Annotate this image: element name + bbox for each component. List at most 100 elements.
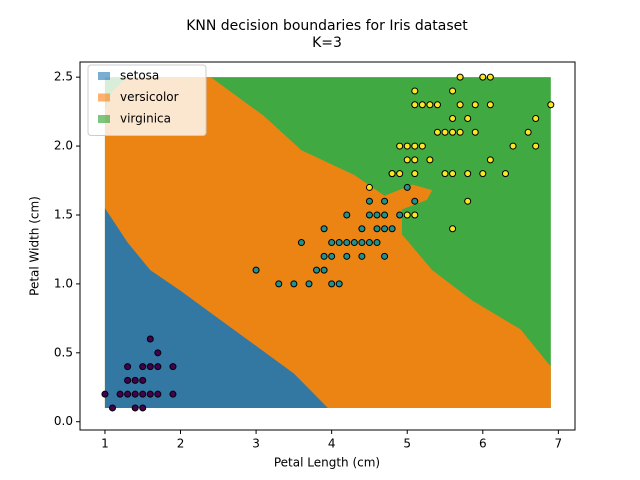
data-point	[456, 128, 464, 136]
data-point	[426, 156, 434, 164]
data-point	[320, 266, 328, 274]
data-point	[320, 252, 328, 260]
data-point	[456, 73, 464, 81]
data-point	[426, 101, 434, 109]
y-tick-label: 2.0	[54, 139, 73, 153]
data-point	[116, 390, 124, 398]
data-point	[297, 239, 305, 247]
data-point	[350, 239, 358, 247]
data-point	[381, 197, 389, 205]
y-tick-label: 1.0	[54, 276, 73, 290]
data-point	[471, 128, 479, 136]
data-point	[146, 363, 154, 371]
y-tick-label: 0.0	[54, 414, 73, 428]
legend-box	[87, 64, 207, 136]
data-point	[328, 239, 336, 247]
data-point	[501, 170, 509, 178]
data-point	[381, 211, 389, 219]
data-point	[343, 211, 351, 219]
data-point	[396, 170, 404, 178]
data-point	[154, 349, 162, 357]
data-point	[139, 404, 147, 412]
data-point	[124, 363, 132, 371]
data-point	[456, 101, 464, 109]
chart-title: KNN decision boundaries for Iris dataset	[186, 18, 468, 34]
data-point	[146, 390, 154, 398]
data-point	[403, 211, 411, 219]
data-point	[154, 363, 162, 371]
data-point	[486, 101, 494, 109]
data-point	[411, 101, 419, 109]
data-point	[547, 101, 555, 109]
data-point	[449, 128, 457, 136]
x-tick-label: 4	[328, 437, 336, 451]
data-point	[449, 115, 457, 123]
data-point	[381, 225, 389, 233]
data-point	[358, 239, 366, 247]
data-point	[396, 211, 404, 219]
data-point	[290, 280, 298, 288]
data-point	[411, 156, 419, 164]
data-point	[381, 252, 389, 260]
data-point	[479, 170, 487, 178]
data-point	[403, 156, 411, 164]
data-point	[275, 280, 283, 288]
chart-subtitle: K=3	[312, 35, 342, 51]
data-point	[154, 390, 162, 398]
x-tick-label: 1	[101, 437, 109, 451]
y-tick-label: 1.5	[54, 207, 73, 221]
x-tick-label: 3	[252, 437, 260, 451]
data-point	[449, 170, 457, 178]
data-point	[471, 101, 479, 109]
data-point	[486, 73, 494, 81]
data-point	[108, 404, 116, 412]
data-point	[169, 390, 177, 398]
plot-frame	[79, 61, 576, 431]
data-point	[313, 266, 321, 274]
data-point	[441, 170, 449, 178]
data-point	[343, 252, 351, 260]
data-point	[169, 363, 177, 371]
data-point	[139, 363, 147, 371]
data-point	[139, 390, 147, 398]
data-point	[449, 87, 457, 95]
data-point	[320, 225, 328, 233]
data-point	[532, 115, 540, 123]
data-point	[532, 142, 540, 150]
data-point	[464, 115, 472, 123]
data-point	[305, 280, 313, 288]
y-tick-label: 0.5	[54, 345, 73, 359]
decision-region	[104, 208, 328, 408]
data-point	[124, 390, 132, 398]
x-tick-label: 5	[403, 437, 411, 451]
data-point	[131, 390, 139, 398]
data-point	[524, 128, 532, 136]
data-point	[373, 211, 381, 219]
data-point	[335, 239, 343, 247]
data-point	[441, 128, 449, 136]
y-tick-label: 2.5	[54, 70, 73, 84]
data-point	[418, 142, 426, 150]
data-point	[373, 239, 381, 247]
data-point	[411, 142, 419, 150]
data-point	[388, 170, 396, 178]
data-point	[411, 197, 419, 205]
data-point	[365, 211, 373, 219]
x-tick-label: 6	[479, 437, 487, 451]
data-point	[365, 239, 373, 247]
data-point	[335, 280, 343, 288]
x-axis-label: Petal Length (cm)	[274, 456, 380, 470]
data-point	[101, 390, 109, 398]
data-point	[449, 225, 457, 233]
data-point	[411, 211, 419, 219]
data-point	[464, 197, 472, 205]
data-point	[509, 142, 517, 150]
data-point	[146, 335, 154, 343]
data-point	[131, 376, 139, 384]
data-point	[365, 197, 373, 205]
data-point	[252, 266, 260, 274]
data-point	[403, 183, 411, 191]
data-point	[433, 128, 441, 136]
data-point	[358, 252, 366, 260]
